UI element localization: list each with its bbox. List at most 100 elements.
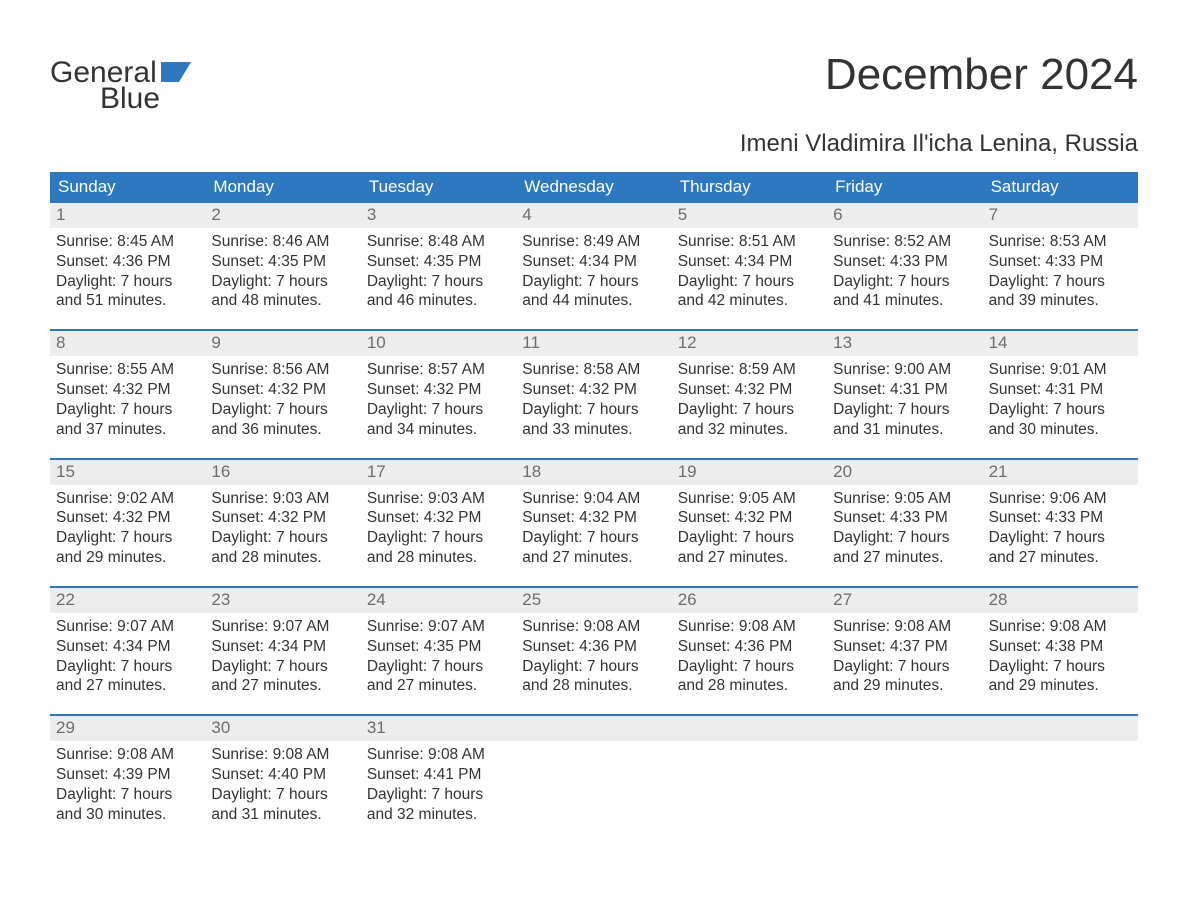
day-sunset: Sunset: 4:32 PM [211, 508, 354, 528]
day-body: Sunrise: 8:53 AMSunset: 4:33 PMDaylight:… [983, 228, 1138, 311]
day-number: 30 [205, 716, 360, 741]
day-number-empty [983, 716, 1138, 741]
day-number: 15 [50, 460, 205, 485]
day-sunrise: Sunrise: 8:59 AM [678, 360, 821, 380]
day-cell: 22Sunrise: 9:07 AMSunset: 4:34 PMDayligh… [50, 588, 205, 696]
day-d2: and 29 minutes. [989, 676, 1132, 696]
day-sunset: Sunset: 4:35 PM [367, 637, 510, 657]
day-body: Sunrise: 9:02 AMSunset: 4:32 PMDaylight:… [50, 485, 205, 568]
day-d1: Daylight: 7 hours [211, 657, 354, 677]
day-sunrise: Sunrise: 8:53 AM [989, 232, 1132, 252]
day-sunrise: Sunrise: 8:49 AM [522, 232, 665, 252]
day-d2: and 32 minutes. [367, 805, 510, 825]
day-number: 13 [827, 331, 982, 356]
day-number: 19 [672, 460, 827, 485]
day-cell [983, 716, 1138, 824]
dow-header: Thursday [672, 172, 827, 203]
day-cell: 23Sunrise: 9:07 AMSunset: 4:34 PMDayligh… [205, 588, 360, 696]
day-body: Sunrise: 9:07 AMSunset: 4:34 PMDaylight:… [50, 613, 205, 696]
location-subtitle: Imeni Vladimira Il'icha Lenina, Russia [50, 130, 1138, 158]
day-d1: Daylight: 7 hours [522, 528, 665, 548]
day-cell [672, 716, 827, 824]
day-cell: 12Sunrise: 8:59 AMSunset: 4:32 PMDayligh… [672, 331, 827, 439]
day-sunset: Sunset: 4:32 PM [211, 380, 354, 400]
day-sunrise: Sunrise: 9:07 AM [367, 617, 510, 637]
day-cell: 19Sunrise: 9:05 AMSunset: 4:32 PMDayligh… [672, 460, 827, 568]
day-number: 2 [205, 203, 360, 228]
day-sunset: Sunset: 4:35 PM [367, 252, 510, 272]
day-number: 5 [672, 203, 827, 228]
day-body: Sunrise: 9:03 AMSunset: 4:32 PMDaylight:… [205, 485, 360, 568]
day-d1: Daylight: 7 hours [211, 400, 354, 420]
day-cell: 11Sunrise: 8:58 AMSunset: 4:32 PMDayligh… [516, 331, 671, 439]
dow-header: Friday [827, 172, 982, 203]
day-d2: and 48 minutes. [211, 291, 354, 311]
day-d1: Daylight: 7 hours [833, 528, 976, 548]
day-sunset: Sunset: 4:32 PM [56, 380, 199, 400]
day-sunrise: Sunrise: 8:58 AM [522, 360, 665, 380]
day-sunset: Sunset: 4:33 PM [989, 252, 1132, 272]
day-cell: 29Sunrise: 9:08 AMSunset: 4:39 PMDayligh… [50, 716, 205, 824]
day-number: 1 [50, 203, 205, 228]
day-number: 10 [361, 331, 516, 356]
day-d2: and 42 minutes. [678, 291, 821, 311]
day-cell: 4Sunrise: 8:49 AMSunset: 4:34 PMDaylight… [516, 203, 671, 311]
day-d2: and 34 minutes. [367, 420, 510, 440]
day-sunrise: Sunrise: 9:08 AM [211, 745, 354, 765]
day-body: Sunrise: 9:03 AMSunset: 4:32 PMDaylight:… [361, 485, 516, 568]
day-sunrise: Sunrise: 9:03 AM [211, 489, 354, 509]
day-number-empty [827, 716, 982, 741]
day-body: Sunrise: 9:07 AMSunset: 4:34 PMDaylight:… [205, 613, 360, 696]
day-body: Sunrise: 9:06 AMSunset: 4:33 PMDaylight:… [983, 485, 1138, 568]
day-sunrise: Sunrise: 9:03 AM [367, 489, 510, 509]
day-sunrise: Sunrise: 9:07 AM [211, 617, 354, 637]
day-d2: and 51 minutes. [56, 291, 199, 311]
day-number: 4 [516, 203, 671, 228]
day-number: 29 [50, 716, 205, 741]
day-d1: Daylight: 7 hours [367, 272, 510, 292]
day-sunrise: Sunrise: 9:01 AM [989, 360, 1132, 380]
day-sunset: Sunset: 4:35 PM [211, 252, 354, 272]
day-sunset: Sunset: 4:37 PM [833, 637, 976, 657]
day-d2: and 28 minutes. [211, 548, 354, 568]
day-body: Sunrise: 8:46 AMSunset: 4:35 PMDaylight:… [205, 228, 360, 311]
day-sunrise: Sunrise: 9:08 AM [989, 617, 1132, 637]
brand-part2: Blue [100, 84, 191, 114]
day-cell: 7Sunrise: 8:53 AMSunset: 4:33 PMDaylight… [983, 203, 1138, 311]
day-d2: and 31 minutes. [833, 420, 976, 440]
day-sunset: Sunset: 4:32 PM [367, 380, 510, 400]
day-sunrise: Sunrise: 8:52 AM [833, 232, 976, 252]
day-sunrise: Sunrise: 8:51 AM [678, 232, 821, 252]
day-cell: 10Sunrise: 8:57 AMSunset: 4:32 PMDayligh… [361, 331, 516, 439]
day-cell: 20Sunrise: 9:05 AMSunset: 4:33 PMDayligh… [827, 460, 982, 568]
day-cell: 16Sunrise: 9:03 AMSunset: 4:32 PMDayligh… [205, 460, 360, 568]
brand-logo: General Blue [50, 50, 191, 114]
day-cell: 2Sunrise: 8:46 AMSunset: 4:35 PMDaylight… [205, 203, 360, 311]
day-d1: Daylight: 7 hours [678, 657, 821, 677]
day-sunrise: Sunrise: 8:57 AM [367, 360, 510, 380]
day-number: 9 [205, 331, 360, 356]
day-sunset: Sunset: 4:39 PM [56, 765, 199, 785]
day-body: Sunrise: 9:08 AMSunset: 4:38 PMDaylight:… [983, 613, 1138, 696]
day-cell: 25Sunrise: 9:08 AMSunset: 4:36 PMDayligh… [516, 588, 671, 696]
dow-header: Saturday [983, 172, 1138, 203]
day-body: Sunrise: 9:05 AMSunset: 4:33 PMDaylight:… [827, 485, 982, 568]
day-sunset: Sunset: 4:33 PM [833, 508, 976, 528]
day-body: Sunrise: 9:08 AMSunset: 4:39 PMDaylight:… [50, 741, 205, 824]
day-sunrise: Sunrise: 9:02 AM [56, 489, 199, 509]
day-body: Sunrise: 8:52 AMSunset: 4:33 PMDaylight:… [827, 228, 982, 311]
day-number: 31 [361, 716, 516, 741]
day-sunrise: Sunrise: 8:55 AM [56, 360, 199, 380]
day-body: Sunrise: 9:08 AMSunset: 4:37 PMDaylight:… [827, 613, 982, 696]
day-d1: Daylight: 7 hours [56, 528, 199, 548]
day-sunset: Sunset: 4:32 PM [678, 380, 821, 400]
day-sunrise: Sunrise: 8:56 AM [211, 360, 354, 380]
day-sunrise: Sunrise: 9:08 AM [833, 617, 976, 637]
day-sunset: Sunset: 4:32 PM [522, 508, 665, 528]
day-d2: and 28 minutes. [678, 676, 821, 696]
day-d1: Daylight: 7 hours [367, 785, 510, 805]
day-d2: and 27 minutes. [833, 548, 976, 568]
day-d1: Daylight: 7 hours [56, 785, 199, 805]
day-number: 27 [827, 588, 982, 613]
day-cell: 3Sunrise: 8:48 AMSunset: 4:35 PMDaylight… [361, 203, 516, 311]
